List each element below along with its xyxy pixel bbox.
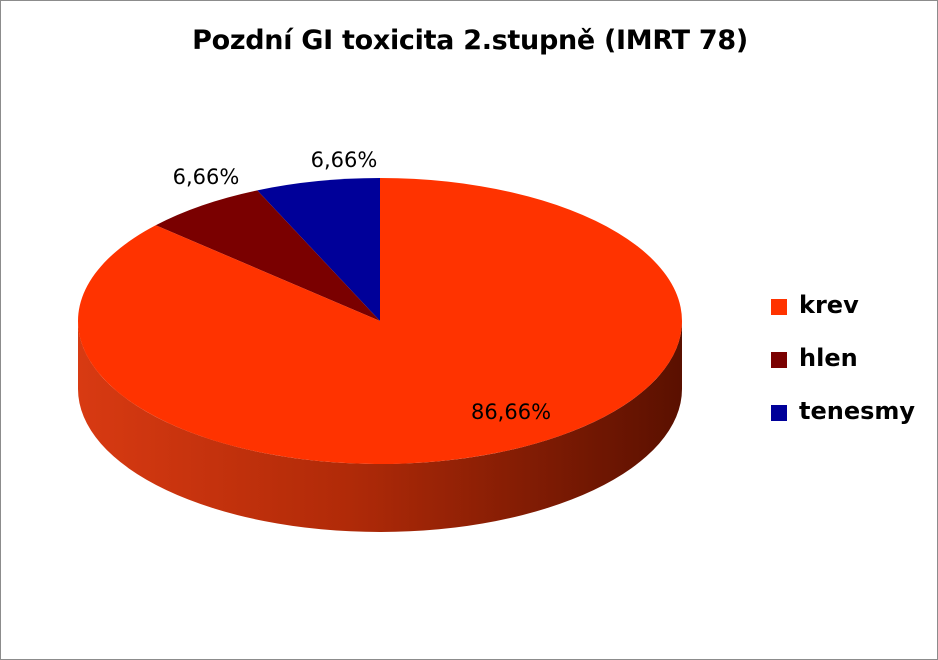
data-label-hlen: 6,66% <box>173 165 240 189</box>
pie-side-wall-krev <box>78 321 682 532</box>
pie-slice-tenesmy <box>257 178 380 321</box>
legend-label-tenesmy: tenesmy <box>799 397 916 425</box>
pie-labels: 86,66% 6,66% 6,66% <box>173 148 551 424</box>
pie-top <box>77 178 683 464</box>
data-label-krev: 86,66% <box>471 400 551 424</box>
legend-label-hlen: hlen <box>799 344 858 372</box>
pie-slice-krev <box>77 178 683 464</box>
data-label-tenesmy: 6,66% <box>311 148 378 172</box>
legend-swatch-tenesmy <box>771 405 787 421</box>
legend-label-krev: krev <box>799 291 859 319</box>
legend-swatch-hlen <box>771 352 787 368</box>
legend-swatch-krev <box>771 299 787 315</box>
pie-slice-hlen <box>155 190 380 321</box>
chart-title: Pozdní GI toxicita 2.stupně (IMRT 78) <box>192 25 748 56</box>
pie-side <box>78 321 682 532</box>
